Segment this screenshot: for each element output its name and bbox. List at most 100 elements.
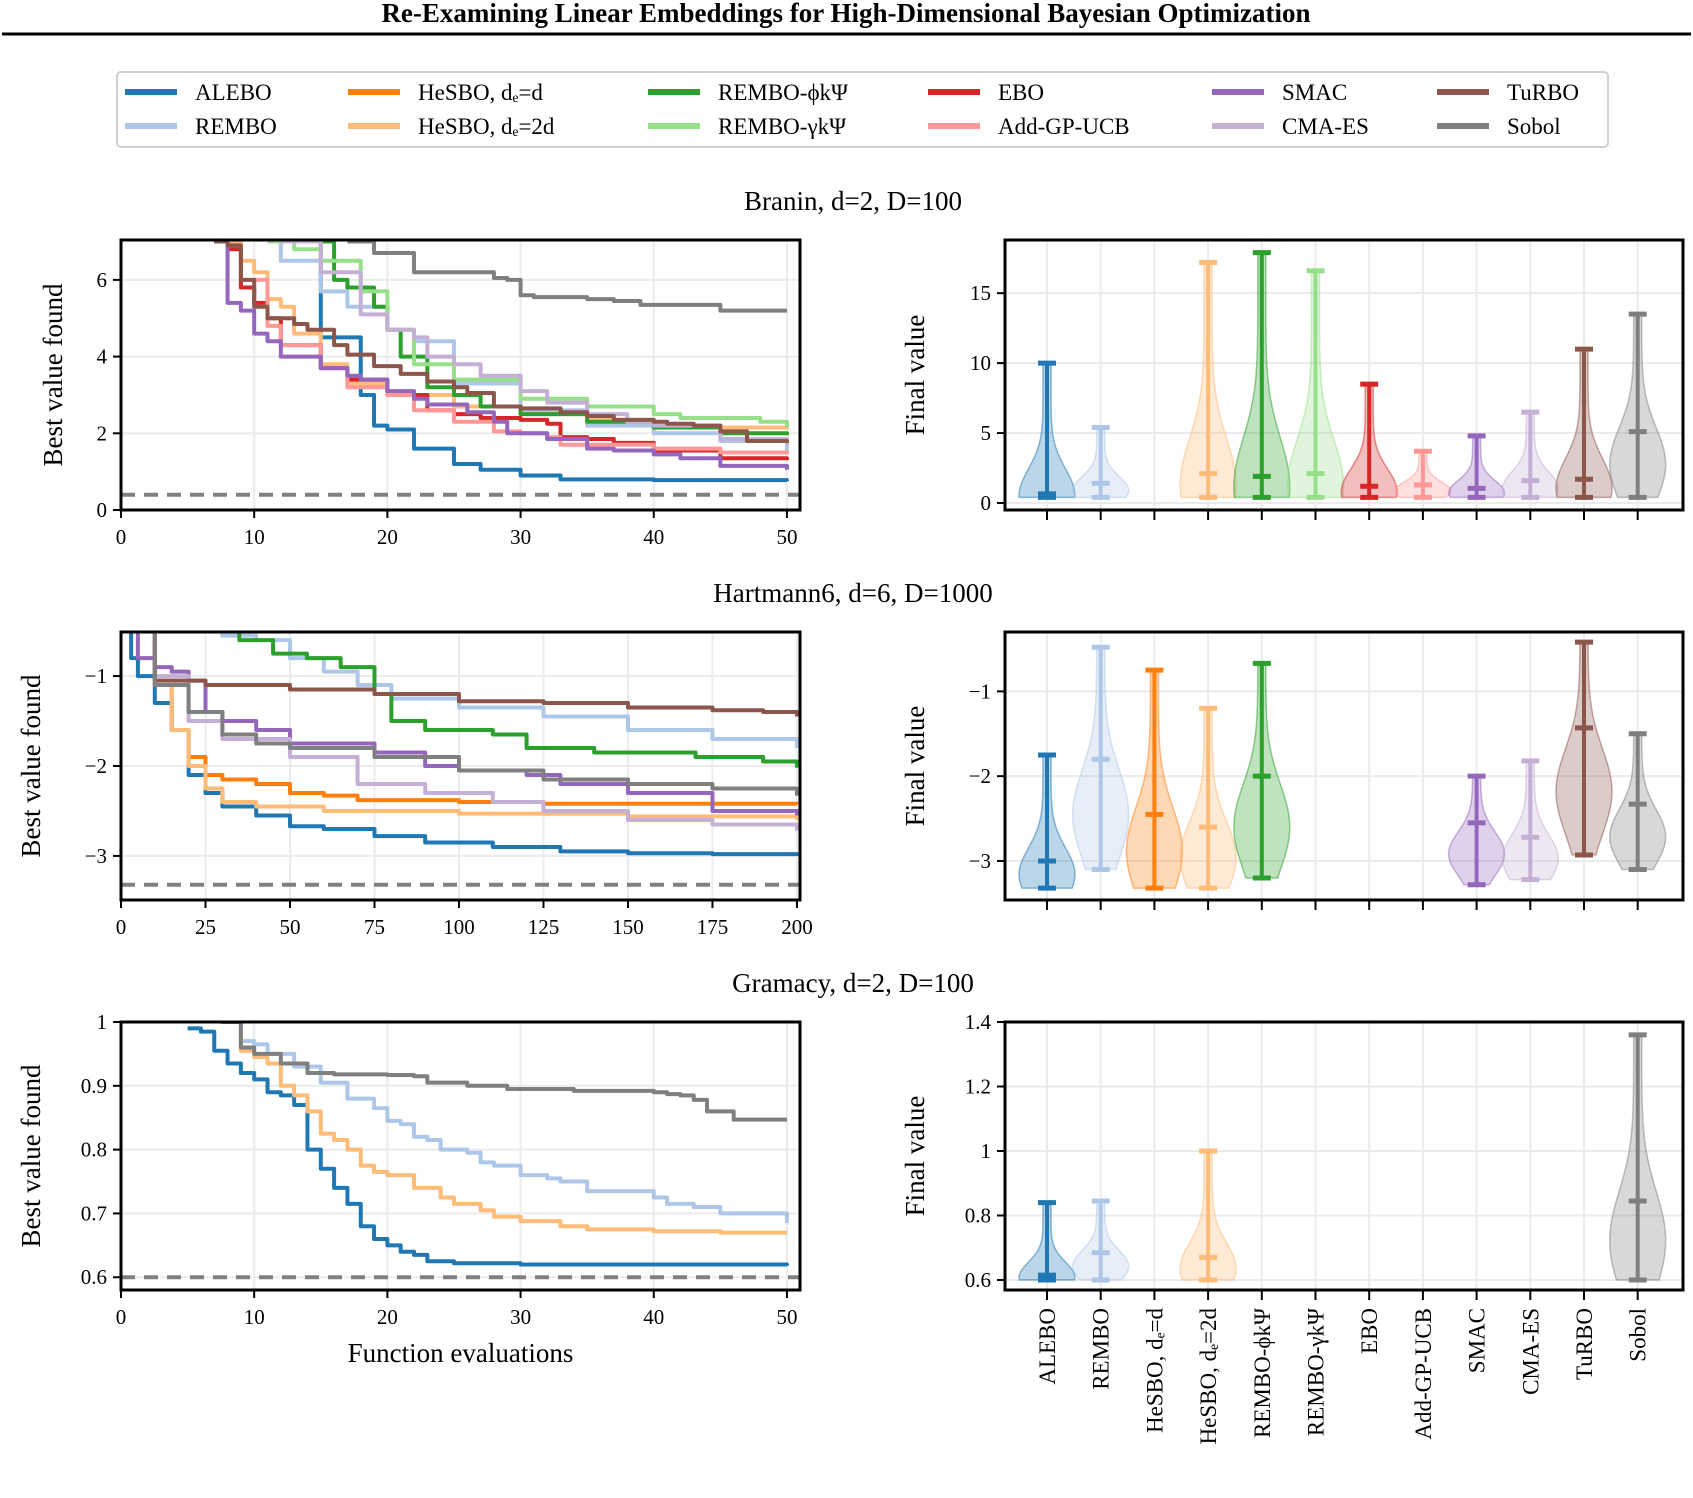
x-tick-label: 0: [116, 1305, 127, 1329]
legend: ALEBO REMBO HeSBO, dₑ=d HeSBO, dₑ=2d REMBO-ϕ…: [125, 80, 1579, 139]
y-tick-label: −2: [969, 764, 991, 788]
y-tick-label: 1: [97, 1010, 108, 1034]
axes-frame: [119, 238, 802, 512]
line-chart-1: 0 2 4 6 0 10 20 30 40 50 Best value found: [38, 238, 802, 549]
violin-chart-1: 0 5 10 15 Final value: [900, 238, 1685, 520]
x-tick-label: 25: [195, 915, 216, 939]
y-tick-label: 1.4: [965, 1010, 992, 1034]
legend-label-smac: SMAC: [1282, 80, 1347, 105]
panel-title: Gramacy, d=2, D=100: [732, 968, 974, 998]
axes-frame: [119, 630, 802, 902]
y-tick-label: −3: [969, 849, 991, 873]
y-tick-label: 10: [970, 351, 991, 375]
y-tick-label: 5: [981, 421, 992, 445]
legend-label-alebo: ALEBO: [195, 80, 272, 105]
category-label-add-gp-ucb: Add-GP-UCB: [1411, 1308, 1436, 1440]
category-label-smac: SMAC: [1465, 1308, 1490, 1373]
x-tick-label: 10: [244, 525, 265, 549]
y-tick-label: 6: [97, 268, 108, 292]
y-tick-label: 0.8: [81, 1138, 107, 1162]
category-label-rembo-k: REMBO-γkΨ: [1304, 1308, 1329, 1436]
x-tick-label: 150: [612, 915, 644, 939]
x-tick-label: 50: [776, 525, 797, 549]
category-label-turbo: TuRBO: [1572, 1308, 1597, 1380]
series-group: [187, 1022, 789, 1267]
legend-label-hesbo-d-2d: HeSBO, dₑ=2d: [418, 114, 555, 139]
legend-label-cma-es: CMA-ES: [1282, 114, 1369, 139]
x-tick-label: 125: [528, 915, 560, 939]
y-tick-label: −3: [85, 844, 107, 868]
x-tick-label: 20: [377, 525, 398, 549]
series-line-rembo-k: [222, 632, 799, 768]
legend-label-rembo-k: REMBO-ϕkΨ: [718, 80, 848, 105]
category-label-rembo-k: REMBO-ϕkΨ: [1250, 1308, 1275, 1438]
y-tick-label: 0.6: [965, 1268, 991, 1292]
y-axis-label: Final value: [900, 1096, 930, 1217]
series-line-sobol: [347, 240, 787, 313]
x-tick-label: 30: [510, 525, 531, 549]
line-chart-2: −3 −2 −1 0 25 50 75 100 125 150 175 200 Best value f…: [16, 630, 813, 939]
category-label-sobol: Sobol: [1626, 1308, 1651, 1362]
x-tick-label: 10: [244, 1305, 265, 1329]
x-tick-label: 200: [781, 915, 813, 939]
series-line-hesbo-d-2d: [227, 240, 789, 430]
x-tick-label: 50: [776, 1305, 797, 1329]
legend-label-add-gp-ucb: Add-GP-UCB: [998, 114, 1130, 139]
series-line-sobol: [121, 632, 799, 796]
y-tick-label: 0.8: [965, 1204, 991, 1228]
legend-label-sobol: Sobol: [1507, 114, 1561, 139]
y-tick-label: 0.9: [81, 1074, 107, 1098]
axes-frame: [1003, 630, 1685, 902]
violin-chart-3: 0.6 0.8 1 1.2 1.4 ALEBO REMBO HeSBO, dₑ=d HeSBO,…: [900, 1010, 1685, 1444]
figure-title: Re-Examining Linear Embeddings for High-…: [381, 0, 1310, 28]
series-line-rembo-k: [320, 240, 789, 436]
x-tick-label: 100: [443, 915, 475, 939]
y-axis-label: Final value: [900, 315, 930, 436]
series-line-alebo: [121, 632, 799, 857]
y-axis-label: Best value found: [38, 283, 68, 466]
y-tick-label: −1: [969, 679, 991, 703]
legend-box: [116, 71, 1609, 148]
series-line-rembo-k: [267, 240, 789, 428]
x-tick-label: 0: [116, 915, 127, 939]
series-group: [121, 632, 799, 857]
axes-frame: [1003, 238, 1685, 512]
legend-label-rembo-k: REMBO-γkΨ: [718, 114, 846, 139]
axes-frame: [1003, 1020, 1685, 1292]
series-group: [214, 240, 789, 483]
y-tick-label: 0.6: [81, 1265, 107, 1289]
y-tick-label: −2: [85, 754, 107, 778]
y-tick-label: 0.7: [81, 1201, 107, 1225]
series-line-hesbo-d-2d: [220, 1022, 787, 1235]
x-tick-label: 50: [279, 915, 300, 939]
series-line-add-gp-ucb: [240, 277, 789, 455]
x-tick-label: 20: [377, 1305, 398, 1329]
legend-label-rembo: REMBO: [195, 114, 277, 139]
series-line-sobol: [220, 1022, 787, 1122]
x-axis-label: Function evaluations: [348, 1338, 574, 1368]
panel-title: Hartmann6, d=6, D=1000: [713, 578, 992, 608]
y-tick-label: 1: [981, 1139, 992, 1163]
panel-title: Branin, d=2, D=100: [744, 186, 962, 216]
series-line-alebo: [187, 1026, 789, 1267]
axes-frame: [119, 1020, 802, 1292]
category-label-ebo: EBO: [1357, 1308, 1382, 1354]
series-line-rembo: [267, 240, 789, 453]
series-line-alebo: [280, 240, 789, 483]
category-label-cma-es: CMA-ES: [1518, 1308, 1543, 1395]
y-axis-label: Best value found: [16, 1064, 46, 1247]
x-tick-label: 40: [643, 525, 664, 549]
y-axis-label: Best value found: [16, 674, 46, 857]
x-tick-label: 30: [510, 1305, 531, 1329]
y-tick-label: 1.2: [965, 1075, 991, 1099]
category-label-alebo: ALEBO: [1035, 1308, 1060, 1385]
category-label-rembo: REMBO: [1089, 1308, 1114, 1390]
y-axis-label: Final value: [900, 706, 930, 827]
x-tick-label: 0: [116, 525, 127, 549]
series-line-smac: [214, 240, 789, 470]
x-tick-label: 175: [697, 915, 729, 939]
violin-chart-2: −3 −2 −1 Final value: [900, 630, 1685, 910]
